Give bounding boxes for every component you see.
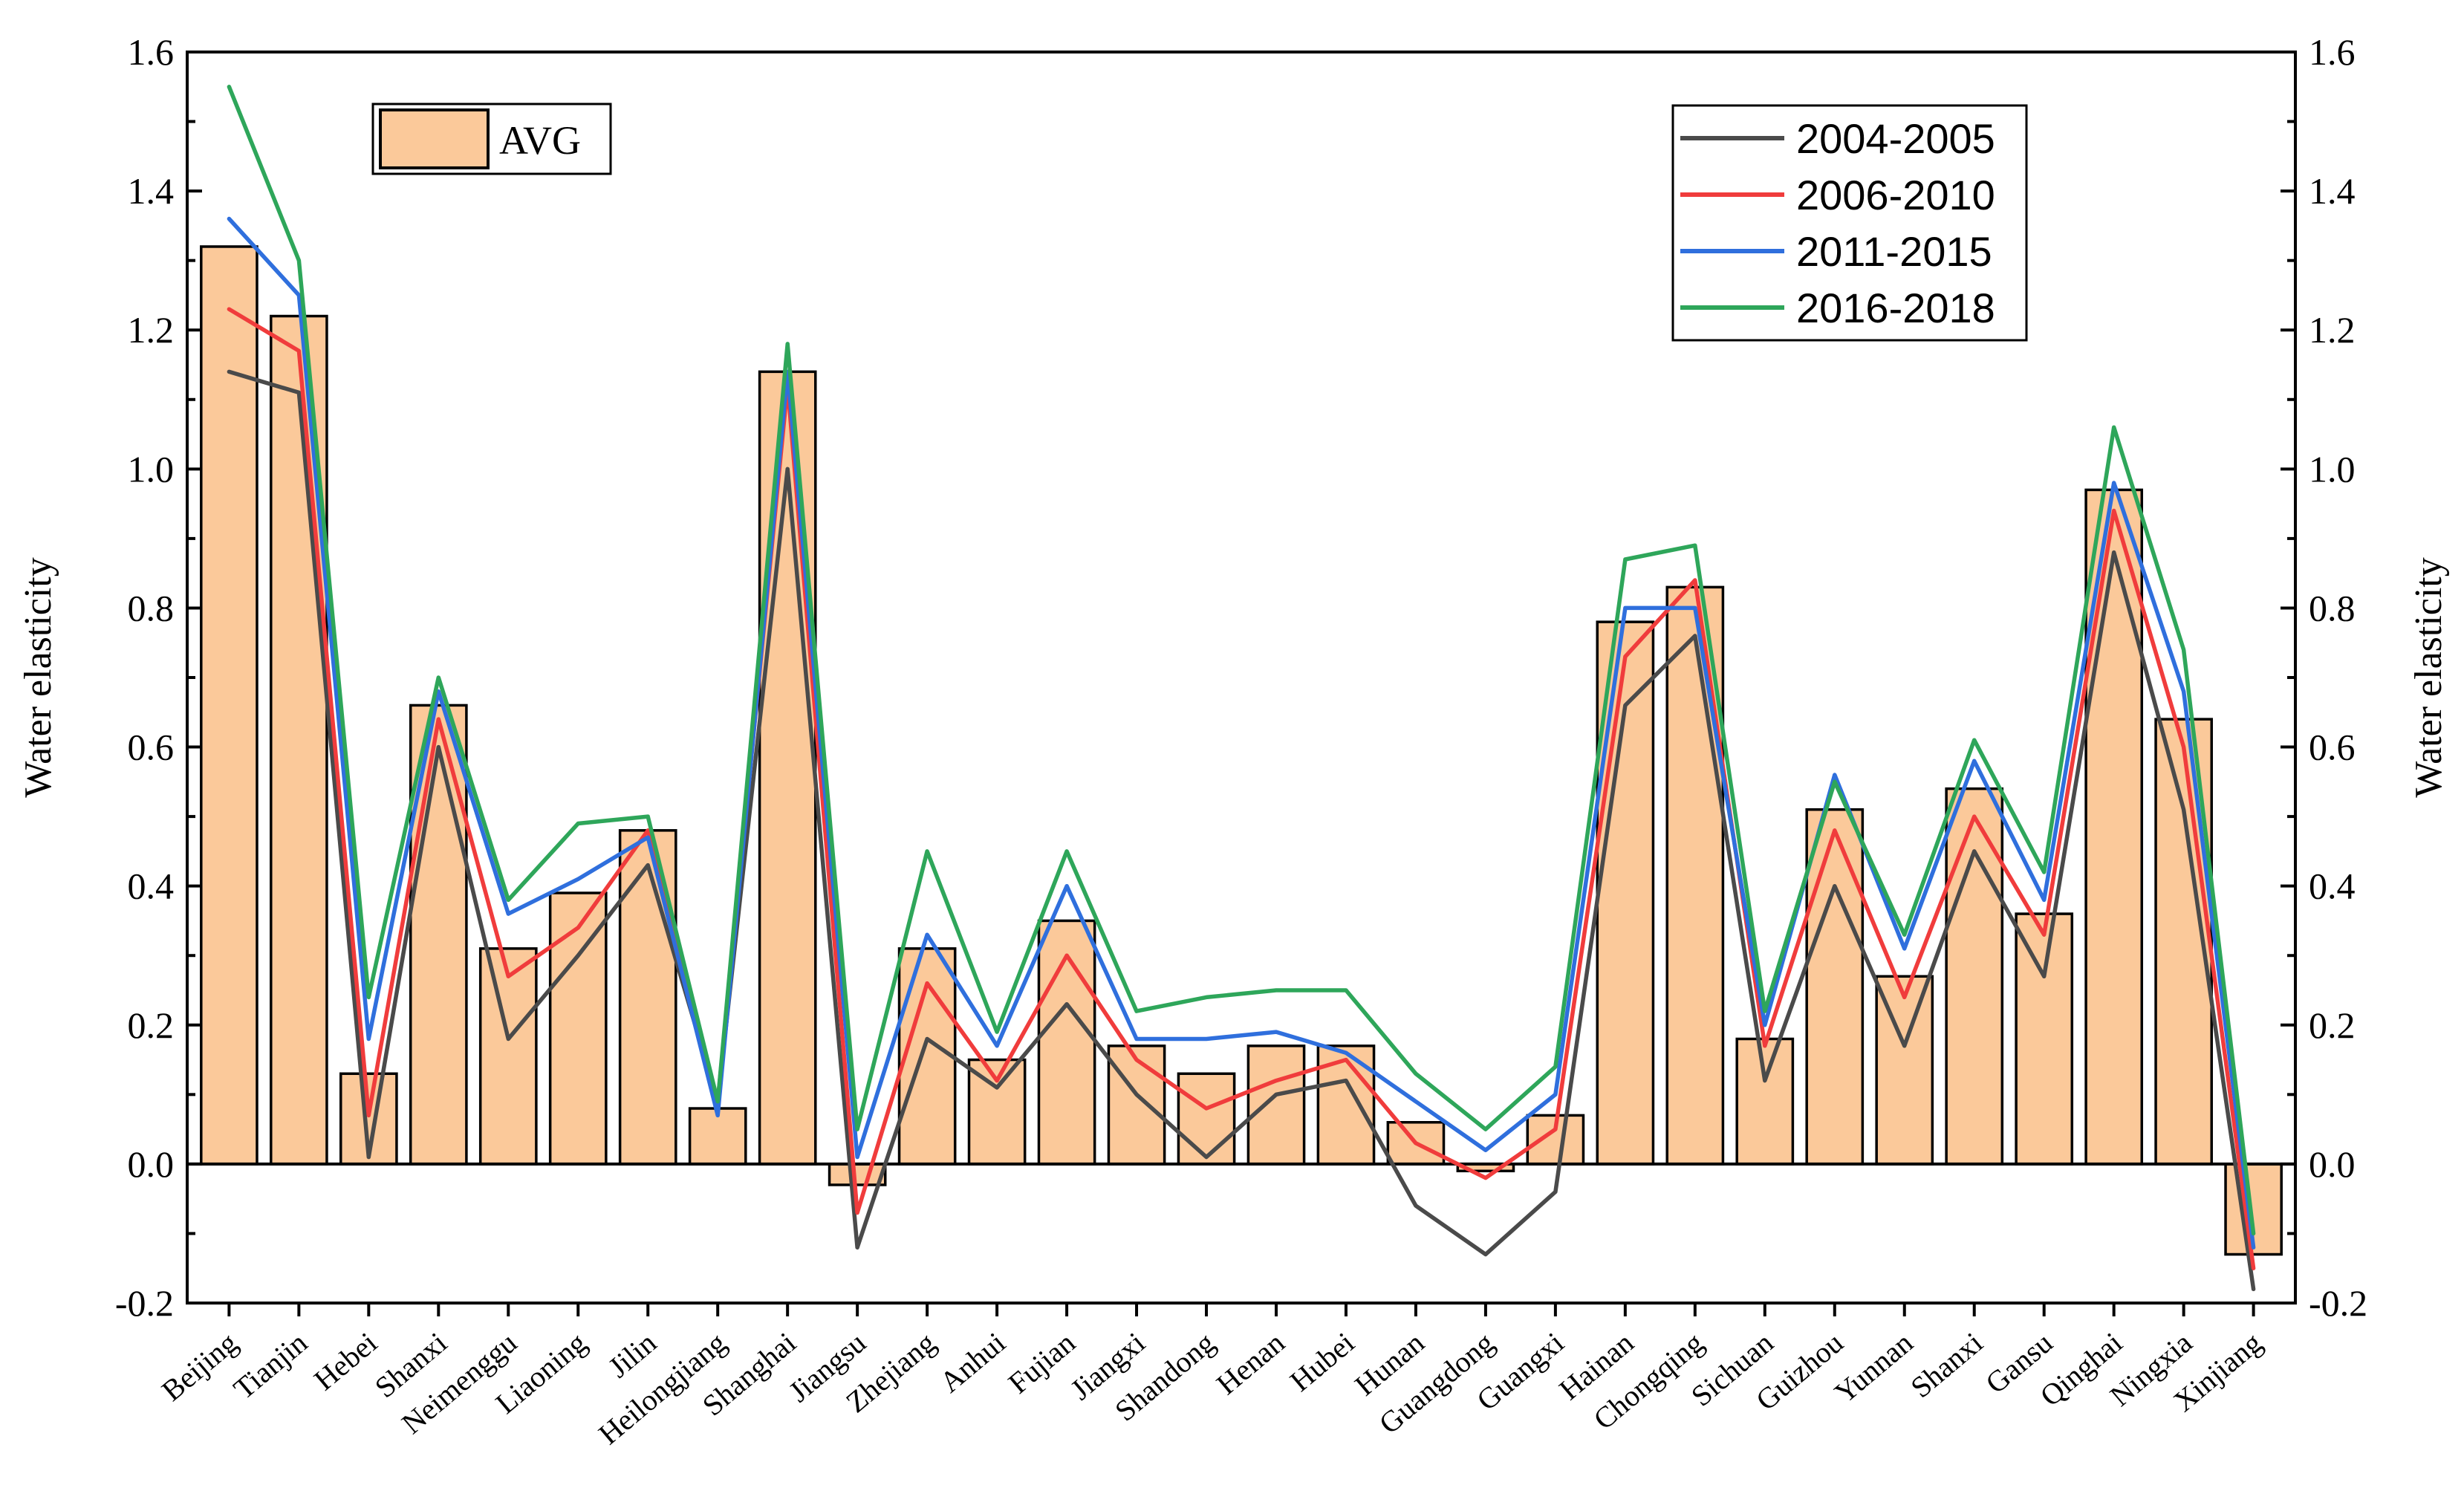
avg-bar-beijing-0 xyxy=(200,245,259,1166)
right-y-tick-label: 1.6 xyxy=(2309,31,2356,73)
x-tick-label-fujian: Fujian xyxy=(1002,1325,1082,1400)
left-y-tick-label: -0.2 xyxy=(115,1282,174,1324)
x-tick-label-shanxi: Shanxi xyxy=(1904,1325,1989,1404)
x-tick-label-yunnan: Yunnan xyxy=(1828,1325,1919,1409)
line-2006-2010 xyxy=(227,307,2256,1270)
avg-bar-shandong-14 xyxy=(1177,1072,1236,1166)
left-y-tick-label: 0.2 xyxy=(128,1004,175,1046)
x-tick-label-tianjin: Tianjin xyxy=(227,1325,313,1406)
x-tick-label-beijing: Beijing xyxy=(155,1325,244,1407)
right-y-tick-label: 0.6 xyxy=(2309,727,2356,768)
avg-bar-sichuan-22 xyxy=(1735,1037,1795,1166)
x-tick-label-anhui: Anhui xyxy=(933,1325,1012,1399)
left-y-tick-label: 0.4 xyxy=(128,865,175,907)
avg-bar-liaoning-5 xyxy=(548,891,608,1166)
line-2004-2005 xyxy=(227,369,2256,1292)
line-2011-2015 xyxy=(227,216,2256,1250)
avg-bar-jiangxi-13 xyxy=(1107,1044,1166,1166)
x-tick-labels: BeijingTianjinHebeiShanxiNeimengguLiaoni… xyxy=(155,1325,2268,1451)
left-y-tick-label: 0.0 xyxy=(128,1143,175,1185)
x-tick-label-henan: Henan xyxy=(1210,1325,1291,1401)
left-y-tick-label: 1.4 xyxy=(128,170,175,212)
bar-legend-box xyxy=(371,103,612,175)
right-y-tick-label: 1.0 xyxy=(2309,448,2356,490)
left-y-tick-label: 0.8 xyxy=(128,587,175,628)
avg-bar-jilin-6 xyxy=(618,829,677,1166)
left-y-tick-label: 1.0 xyxy=(128,448,175,490)
avg-bar-heilongjiang-7 xyxy=(688,1107,747,1166)
avg-bar-henan-15 xyxy=(1246,1044,1306,1166)
bar-legend: AVG xyxy=(371,103,612,175)
right-y-tick-label: 0.2 xyxy=(2309,1004,2356,1046)
avg-bar-zhejiang-10 xyxy=(897,947,957,1166)
avg-bar-group xyxy=(200,245,2283,1256)
avg-bar-tianjin-1 xyxy=(270,314,328,1166)
line-legend-box xyxy=(1671,104,2028,342)
right-y-axis-title: Water elasticity xyxy=(2408,557,2450,798)
right-y-tick-label: 0.0 xyxy=(2309,1143,2356,1185)
left-y-tick-label: 1.2 xyxy=(128,309,175,351)
right-y-tick-label: 0.4 xyxy=(2309,865,2356,907)
legend-line-label-2006-2010: 2006-2010 xyxy=(1796,172,1995,218)
axis-ticks xyxy=(187,51,2295,1316)
right-y-tick-labels: -0.2 0.0 0.2 0.4 0.6 0.8 1.0 1.2 1.4 1.6 xyxy=(2309,31,2367,1324)
avg-bar-shanxi-25 xyxy=(1945,787,2004,1166)
x-tick-label-hubei: Hubei xyxy=(1284,1325,1361,1397)
right-y-tick-label: 1.4 xyxy=(2309,170,2356,212)
legend-avg-swatch xyxy=(379,108,490,169)
left-y-tick-labels: -0.2 0.0 0.2 0.4 0.6 0.8 1.0 1.2 1.4 1.6 xyxy=(115,31,174,1324)
right-y-tick-label: 0.8 xyxy=(2309,587,2356,628)
right-y-tick-label: -0.2 xyxy=(2309,1282,2367,1324)
legend-line-label-2004-2005: 2004-2005 xyxy=(1796,115,1995,162)
right-y-tick-label: 1.2 xyxy=(2309,309,2356,351)
legend-line-label-2011-2015: 2011-2015 xyxy=(1796,228,1992,275)
x-tick-label-hebei: Hebei xyxy=(308,1325,383,1397)
legend-line-label-2016-2018: 2016-2018 xyxy=(1796,285,1995,331)
left-y-axis-title: Water elasticity xyxy=(17,557,59,798)
avg-bar-gansu-26 xyxy=(2015,912,2074,1166)
line-2016-2018 xyxy=(227,85,2256,1236)
left-y-tick-label: 1.6 xyxy=(128,31,175,73)
avg-bar-jiangsu-9 xyxy=(828,1163,887,1186)
legend-avg-label: AVG xyxy=(499,118,581,163)
avg-bar-neimenggu-4 xyxy=(478,947,538,1166)
avg-bar-guizhou-23 xyxy=(1805,808,1865,1166)
left-y-tick-label: 0.6 xyxy=(128,727,175,768)
period-line-group xyxy=(227,85,2256,1292)
line-legend: 2004-2005 2006-2010 2011-2015 2016-2018 xyxy=(1671,104,2028,342)
